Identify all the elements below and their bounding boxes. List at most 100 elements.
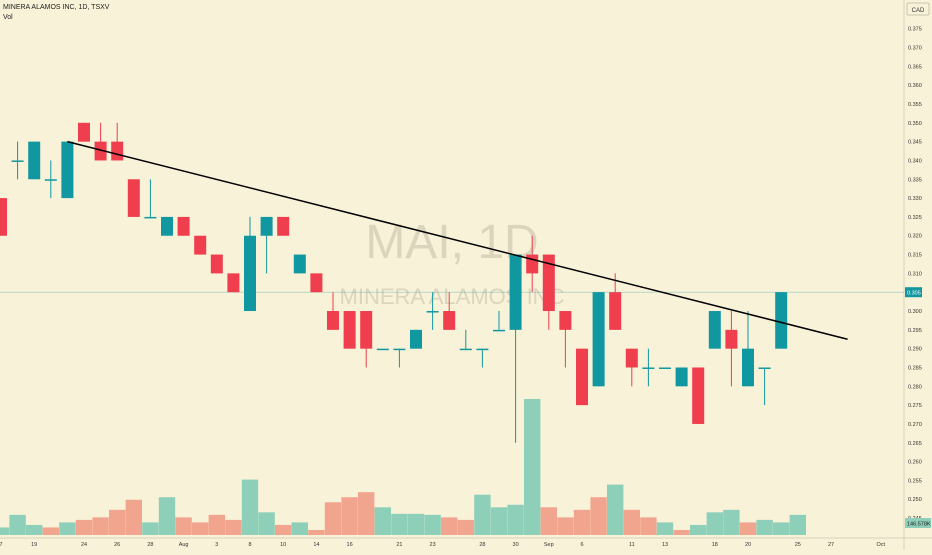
x-tick-label: 28 — [479, 542, 485, 548]
candle-down — [343, 311, 356, 349]
candle-up — [493, 329, 505, 332]
candle-down — [111, 141, 124, 161]
candle-up — [592, 292, 605, 387]
candle-up — [775, 292, 788, 349]
volume-bar — [507, 504, 524, 535]
volume-bar — [407, 513, 425, 535]
volume-bar — [573, 509, 591, 535]
y-tick-label: 0.330 — [908, 196, 922, 202]
y-tick-label: 0.325 — [908, 215, 922, 221]
volume-bar — [0, 527, 10, 535]
volume-bar — [756, 519, 773, 535]
volume-bar — [75, 519, 93, 535]
volume-bar — [656, 522, 674, 535]
y-tick-label: 0.275 — [908, 403, 922, 409]
volume-bar — [291, 522, 308, 535]
y-tick-label: 0.365 — [908, 64, 922, 70]
last-price-value: 0.305 — [907, 291, 921, 297]
candle-down — [609, 292, 622, 330]
candle-up — [244, 235, 256, 312]
volume-bar — [308, 529, 325, 535]
volume-bar — [59, 522, 76, 535]
y-tick-label: 0.280 — [908, 384, 922, 390]
y-tick-label: 0.270 — [908, 422, 922, 428]
x-tick-label: 6 — [580, 542, 583, 548]
time-axis[interactable]: 7 19 24 26 28 Aug 3 8 10 14 16 21 23 28 30 Sep 6 11 13 18 20… — [0, 542, 886, 548]
candle-down — [210, 254, 223, 274]
candle-up — [426, 311, 439, 313]
candle-down — [559, 311, 572, 330]
volume-bar — [690, 524, 707, 535]
candle-up — [675, 367, 688, 387]
candle-up — [410, 329, 422, 349]
candle-down — [542, 254, 555, 312]
candle-up — [459, 348, 472, 351]
x-tick-label: 21 — [396, 542, 402, 548]
volume-bar — [607, 484, 624, 535]
volume-bar — [457, 519, 474, 535]
candle-down — [576, 348, 588, 406]
candle-up — [476, 348, 489, 351]
volume-bar — [391, 513, 408, 535]
candle-down — [127, 179, 140, 217]
y-tick-label: 0.310 — [908, 271, 922, 277]
candle-up — [293, 254, 306, 274]
volume-bar — [706, 512, 723, 535]
volume-bar — [208, 514, 225, 535]
volume-bar — [324, 502, 342, 535]
volume-bar — [424, 514, 441, 535]
price-axis[interactable]: 0.2450.2500.2550.2600.2650.2700.2750.280… — [905, 27, 931, 528]
currency-box — [906, 2, 930, 16]
symbol-line[interactable]: MINERA ALAMOS INC, 1D, TSXV — [3, 4, 110, 11]
y-tick-label: 0.355 — [908, 102, 922, 108]
candle-down — [94, 141, 107, 161]
volume-legend[interactable]: Vol — [3, 14, 13, 21]
candle-down — [0, 198, 7, 236]
volume-bar — [275, 524, 292, 535]
trendline-layer[interactable] — [67, 140, 848, 340]
x-tick-label: 11 — [629, 542, 635, 548]
candle-down — [526, 254, 539, 274]
x-tick-label: 18 — [712, 542, 718, 548]
chart-header: MINERA ALAMOS INC, 1D, TSXV Vol — [3, 3, 109, 23]
candle-down — [443, 311, 456, 330]
volume-bar — [623, 509, 640, 535]
volume-bar — [739, 522, 757, 535]
candle-up — [61, 141, 74, 199]
volume-bar — [241, 479, 259, 535]
candle-up — [260, 216, 273, 236]
candle-up — [509, 254, 522, 330]
volume-bar — [490, 507, 508, 535]
y-tick-label: 0.300 — [908, 309, 922, 315]
y-tick-label: 0.265 — [908, 441, 922, 447]
candle-down — [177, 216, 190, 236]
volume-bar — [225, 519, 242, 535]
candle-up — [376, 348, 389, 351]
x-tick-label: 24 — [81, 542, 87, 548]
volume-bar — [441, 517, 458, 535]
x-tick-label: 19 — [31, 542, 37, 548]
x-tick-label: Sep — [544, 542, 554, 548]
y-tick-label: 0.340 — [908, 158, 922, 164]
volume-bar — [640, 517, 657, 535]
candle-up — [44, 179, 57, 181]
y-tick-label: 0.295 — [908, 328, 922, 334]
x-tick-label: 23 — [430, 542, 436, 548]
candle-up — [659, 367, 671, 369]
candle-down — [692, 367, 705, 424]
last-volume-badge — [905, 518, 931, 528]
volume-bar — [42, 527, 59, 535]
x-tick-label: Aug — [179, 542, 189, 548]
x-tick-label: 20 — [745, 542, 751, 548]
x-tick-label: 3 — [215, 542, 218, 548]
candle-up — [11, 160, 24, 162]
x-tick-label: 13 — [662, 542, 668, 548]
volume-bar — [92, 517, 109, 535]
trendline[interactable] — [67, 140, 848, 340]
candle-up — [161, 216, 173, 236]
volume-bars — [0, 399, 806, 535]
y-tick-label: 0.350 — [908, 121, 922, 127]
